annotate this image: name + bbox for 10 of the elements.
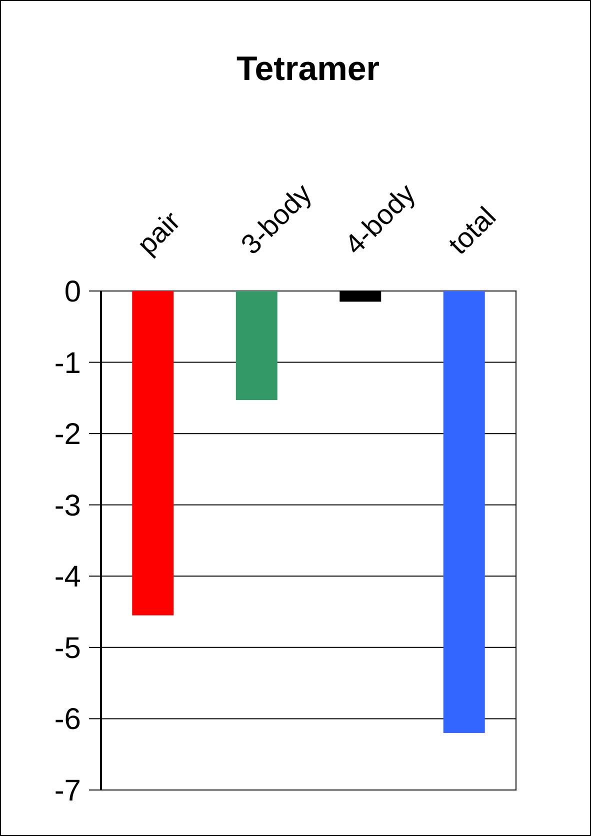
y-tick-label: 0 <box>64 276 81 308</box>
y-tick-label: -1 <box>54 346 81 380</box>
y-tick-label: -3 <box>54 489 81 522</box>
y-tick-label: -6 <box>54 703 81 736</box>
x-tick-label: pair <box>131 205 186 260</box>
y-tick-label: -4 <box>54 560 81 594</box>
chart-title: Tetramer <box>236 50 380 88</box>
y-tick-label: -2 <box>54 418 81 452</box>
y-tick-label: -5 <box>54 632 81 665</box>
y-tick-label: -7 <box>54 774 81 808</box>
